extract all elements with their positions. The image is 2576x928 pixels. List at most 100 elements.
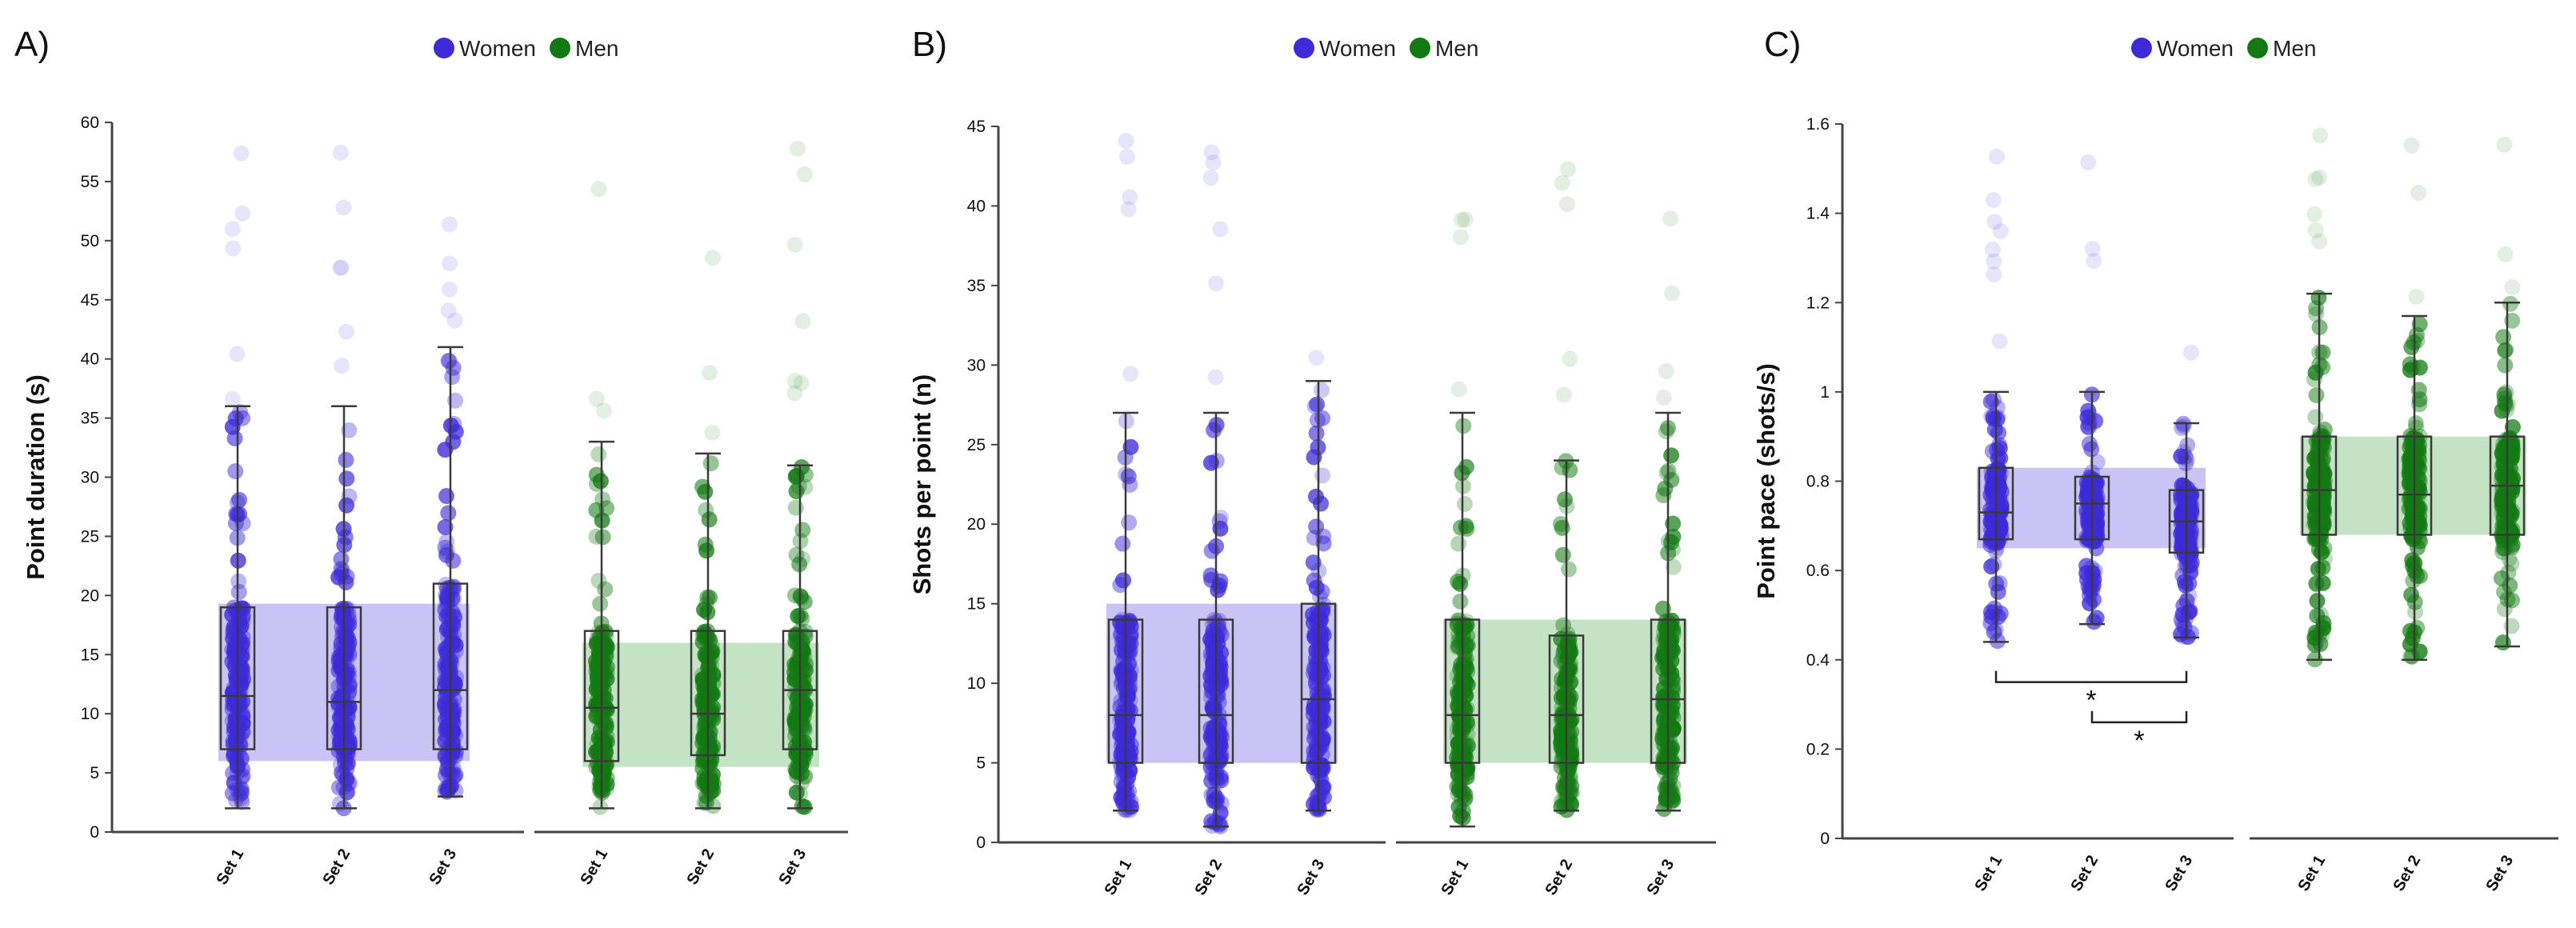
box-women-set-1: Set 1 bbox=[213, 145, 256, 888]
y-tick-label: 15 bbox=[81, 646, 99, 664]
data-point bbox=[702, 589, 718, 606]
legend-marker-women bbox=[2131, 38, 2152, 58]
data-point bbox=[2311, 233, 2328, 250]
data-point bbox=[1985, 391, 2002, 408]
data-point bbox=[703, 772, 720, 789]
data-point bbox=[592, 798, 609, 815]
y-tick-label: 25 bbox=[81, 527, 99, 546]
x-tick-label: Set 1 bbox=[577, 846, 611, 888]
y-tick-label: 1.6 bbox=[1806, 115, 1830, 134]
data-point bbox=[1658, 363, 1674, 380]
data-point bbox=[1314, 467, 1331, 484]
data-point bbox=[1661, 634, 1678, 650]
data-point bbox=[2500, 466, 2517, 483]
data-point bbox=[1212, 221, 1229, 238]
data-point bbox=[1308, 642, 1325, 658]
data-point bbox=[1558, 196, 1575, 213]
data-point bbox=[1122, 189, 1138, 206]
y-tick-label: 30 bbox=[967, 356, 986, 374]
panel-letter: B) bbox=[912, 25, 947, 64]
legend-marker-women bbox=[434, 38, 454, 58]
data-point bbox=[2307, 409, 2324, 426]
box-men-set-3: Set 3 bbox=[2482, 136, 2526, 894]
data-point bbox=[2084, 240, 2101, 257]
data-point bbox=[794, 458, 810, 475]
data-point bbox=[330, 728, 347, 745]
data-point bbox=[595, 638, 612, 654]
data-point bbox=[1554, 724, 1571, 741]
data-point bbox=[2409, 333, 2426, 350]
y-tick-label: 0.4 bbox=[1806, 651, 1830, 670]
y-tick-label: 45 bbox=[81, 291, 99, 310]
data-point bbox=[2410, 459, 2427, 476]
box bbox=[1650, 618, 1686, 764]
data-point bbox=[797, 466, 814, 483]
data-point bbox=[2502, 430, 2518, 446]
data-point bbox=[588, 390, 605, 407]
data-point bbox=[234, 205, 251, 222]
data-point bbox=[2504, 279, 2521, 296]
data-point bbox=[1122, 747, 1138, 764]
legend-label-men: Men bbox=[575, 36, 618, 61]
data-point bbox=[1452, 229, 1469, 246]
significance-bracket: * bbox=[1994, 670, 2188, 716]
data-point bbox=[1560, 561, 1577, 578]
y-tick-label: 1.2 bbox=[1806, 294, 1830, 312]
data-point bbox=[698, 745, 715, 762]
data-point bbox=[2316, 465, 2333, 482]
data-point bbox=[1308, 350, 1325, 366]
data-point bbox=[2308, 500, 2325, 517]
data-point bbox=[2494, 634, 2511, 651]
data-point bbox=[1556, 742, 1573, 758]
data-point bbox=[440, 505, 457, 522]
data-point bbox=[1449, 778, 1466, 795]
data-point bbox=[2182, 344, 2199, 361]
data-point bbox=[1311, 640, 1328, 657]
box bbox=[1978, 466, 2014, 541]
data-point bbox=[1203, 786, 1220, 803]
data-point bbox=[227, 463, 244, 480]
data-point bbox=[2311, 169, 2328, 186]
data-point bbox=[1115, 680, 1132, 697]
data-point bbox=[446, 312, 463, 329]
data-point bbox=[1205, 154, 1222, 171]
data-point bbox=[2403, 586, 2420, 603]
box-women-set-3: Set 3 bbox=[2162, 344, 2205, 894]
data-point bbox=[332, 260, 349, 277]
data-point bbox=[2404, 557, 2421, 574]
y-tick-label: 15 bbox=[967, 595, 986, 614]
data-point bbox=[2497, 394, 2514, 411]
x-tick-label: Set 2 bbox=[2067, 853, 2102, 894]
box bbox=[2074, 475, 2110, 541]
box bbox=[583, 630, 620, 762]
x-tick-label: Set 3 bbox=[426, 846, 460, 888]
series-women: Set 1 Set 2 Set 3 bbox=[1842, 148, 2234, 894]
y-tick-label: 40 bbox=[81, 350, 99, 369]
box-women-set-1: Set 1 bbox=[1101, 133, 1144, 898]
data-point bbox=[1308, 642, 1325, 659]
data-point bbox=[1313, 669, 1330, 686]
data-point bbox=[1210, 657, 1227, 674]
data-point bbox=[341, 699, 358, 716]
x-tick-label: Set 3 bbox=[775, 846, 810, 888]
data-point bbox=[1664, 285, 1681, 302]
data-point bbox=[341, 676, 358, 693]
data-point bbox=[1985, 410, 2002, 427]
data-point bbox=[338, 716, 354, 733]
data-point bbox=[697, 536, 714, 553]
data-point bbox=[338, 451, 354, 468]
data-point bbox=[1454, 211, 1470, 228]
data-point bbox=[790, 746, 806, 762]
x-tick-label: Set 2 bbox=[1542, 857, 1576, 898]
data-point bbox=[698, 794, 714, 811]
data-point bbox=[1114, 535, 1131, 552]
data-point bbox=[341, 738, 358, 754]
data-point bbox=[703, 658, 720, 674]
data-point bbox=[444, 369, 461, 386]
data-point bbox=[2081, 510, 2098, 527]
data-point bbox=[1661, 615, 1678, 632]
data-point bbox=[228, 672, 245, 689]
data-point bbox=[226, 719, 242, 736]
box bbox=[1444, 618, 1481, 764]
data-point bbox=[444, 721, 461, 738]
